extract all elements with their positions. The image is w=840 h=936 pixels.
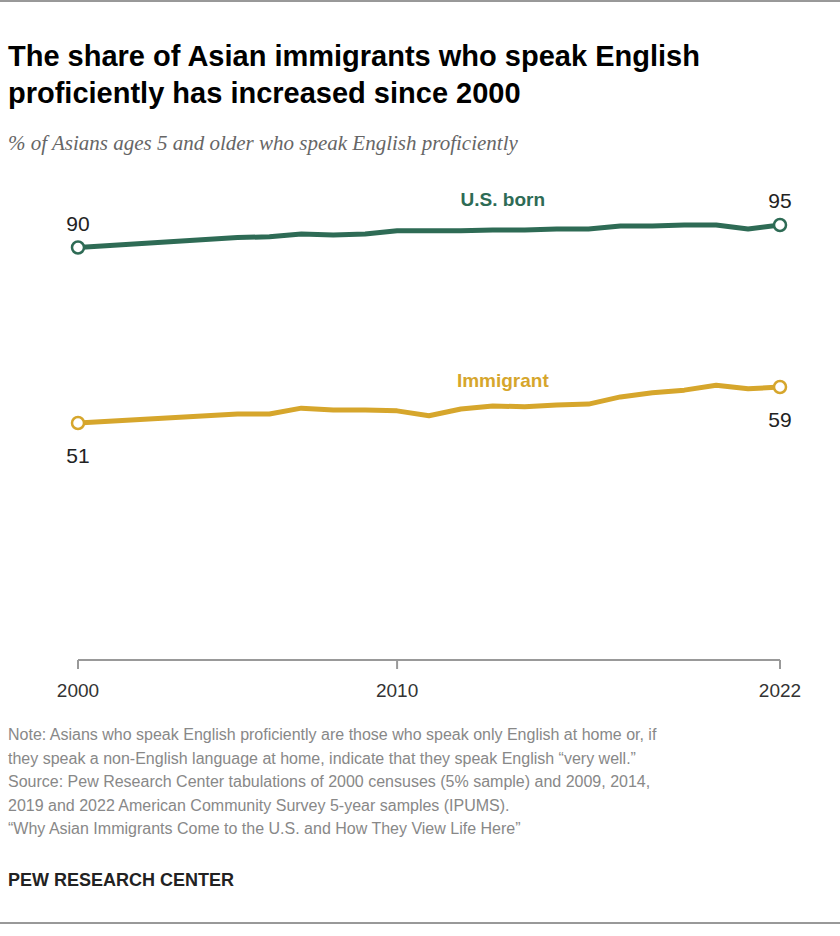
- end-marker: [72, 242, 84, 254]
- end-marker: [774, 219, 786, 231]
- end-marker: [774, 381, 786, 393]
- note: they speak a non-English language at hom…: [8, 750, 636, 767]
- series-line: [78, 385, 780, 423]
- x-tick-label: 2022: [759, 680, 801, 701]
- x-tick: [77, 660, 79, 669]
- end-marker: [72, 417, 84, 429]
- x-tick-label: 2000: [57, 680, 99, 701]
- chart: The share of Asian immigrants who speak …: [0, 0, 840, 936]
- series-label: U.S. born: [461, 189, 545, 210]
- x-tick-label: 2010: [376, 680, 418, 701]
- note: Note: Asians who speak English proficien…: [8, 726, 657, 743]
- title: proficiently has increased since 2000: [8, 77, 521, 109]
- x-tick: [779, 660, 781, 669]
- title: The share of Asian immigrants who speak …: [8, 40, 700, 72]
- x-tick: [396, 660, 398, 669]
- data-label: 51: [66, 444, 89, 467]
- series-label: Immigrant: [457, 370, 550, 391]
- bottom-rule: [0, 923, 840, 924]
- top-rule: [0, 1, 840, 2]
- note: 2019 and 2022 American Community Survey …: [8, 797, 510, 814]
- note: Source: Pew Research Center tabulations …: [8, 773, 650, 790]
- x-axis: [78, 659, 780, 661]
- note: “Why Asian Immigrants Come to the U.S. a…: [8, 820, 521, 837]
- series-line: [78, 225, 780, 248]
- data-label: 95: [768, 189, 791, 212]
- plot-area: [78, 225, 780, 423]
- subtitle: % of Asians ages 5 and older who speak E…: [8, 131, 518, 155]
- data-label: 59: [768, 408, 791, 431]
- labels: U.S. born 90 95 Immigrant 51 59: [66, 189, 791, 467]
- credit: PEW RESEARCH CENTER: [8, 870, 234, 890]
- data-label: 90: [66, 212, 89, 235]
